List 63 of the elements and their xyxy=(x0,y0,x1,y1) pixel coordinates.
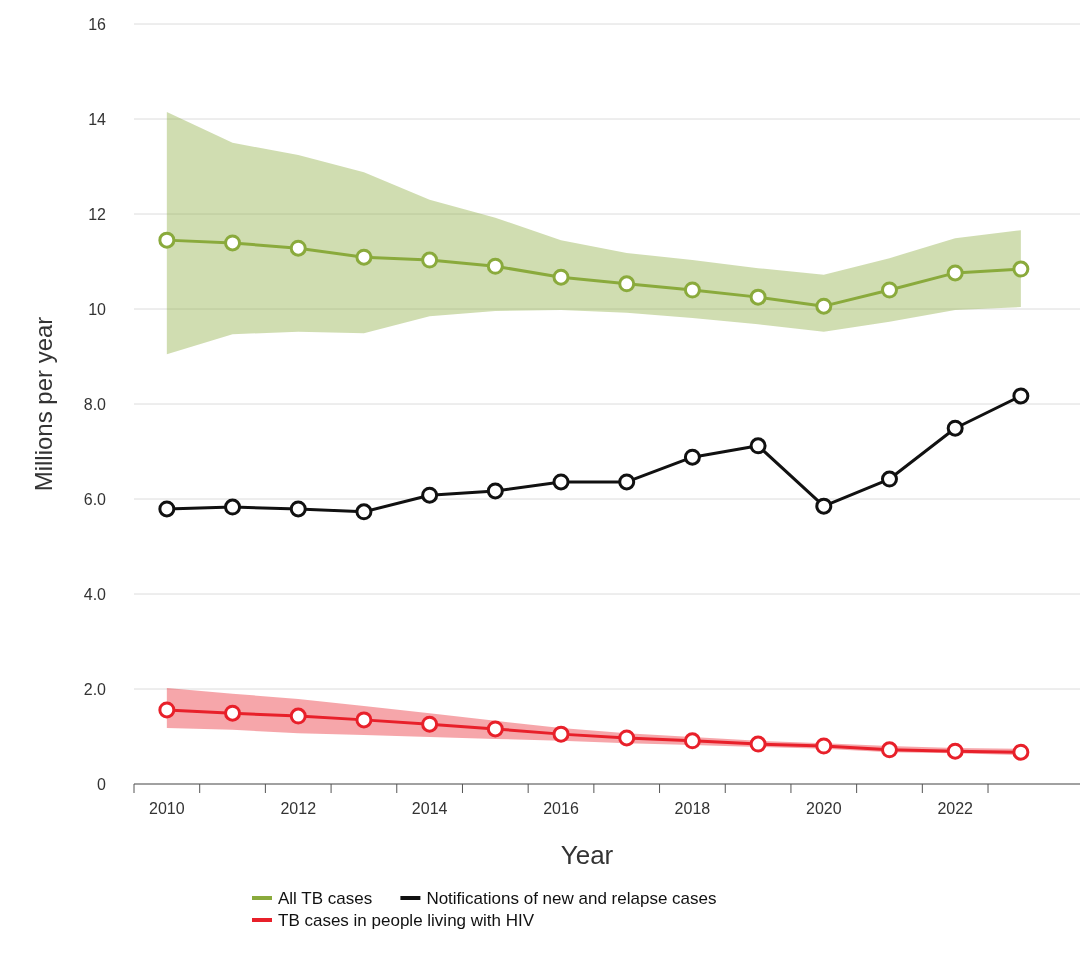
point xyxy=(289,707,307,725)
point xyxy=(158,231,176,249)
y-tick-label: 14 xyxy=(88,111,107,128)
point xyxy=(486,720,504,738)
x-tick-label: 2012 xyxy=(280,800,317,817)
x-tick-label: 2018 xyxy=(674,800,711,817)
point xyxy=(683,448,701,466)
point xyxy=(1012,387,1030,405)
y-tick-label: 10 xyxy=(88,301,107,318)
point xyxy=(289,239,307,257)
point xyxy=(946,264,964,282)
x-tick-label: 2020 xyxy=(805,800,842,817)
point xyxy=(421,251,439,269)
point xyxy=(158,701,176,719)
y-tick-label: 2.0 xyxy=(83,681,107,698)
point xyxy=(749,437,767,455)
y-tick-label: 8.0 xyxy=(83,396,107,413)
y-tick-label: 12 xyxy=(88,206,107,223)
point xyxy=(224,498,242,516)
point xyxy=(1012,260,1030,278)
point xyxy=(815,737,833,755)
point xyxy=(880,281,898,299)
x-axis-title: Year xyxy=(560,840,614,870)
point xyxy=(749,288,767,306)
point xyxy=(355,248,373,266)
point xyxy=(421,486,439,504)
x-tick-label: 2010 xyxy=(149,800,185,817)
point xyxy=(158,500,176,518)
point xyxy=(880,470,898,488)
point xyxy=(355,711,373,729)
legend-label: Notifications of new and relapse cases xyxy=(426,889,717,908)
point xyxy=(880,741,898,759)
point xyxy=(552,473,570,491)
point xyxy=(224,704,242,722)
point xyxy=(618,473,636,491)
point xyxy=(355,503,373,521)
point xyxy=(618,275,636,293)
point xyxy=(1012,743,1030,761)
legend-label: TB cases in people living with HIV xyxy=(278,911,535,930)
point xyxy=(552,268,570,286)
point xyxy=(486,482,504,500)
y-tick-label: 6.0 xyxy=(83,491,107,508)
y-tick-label: 4.0 xyxy=(83,586,107,603)
point xyxy=(815,497,833,515)
x-tick-label: 2016 xyxy=(543,800,579,817)
y-axis-title: Millions per year xyxy=(30,316,57,492)
point xyxy=(946,419,964,437)
point xyxy=(683,732,701,750)
point xyxy=(421,715,439,733)
point xyxy=(749,735,767,753)
y-tick-label: 0 xyxy=(97,776,107,793)
point xyxy=(946,742,964,760)
point xyxy=(683,281,701,299)
point xyxy=(815,297,833,315)
point xyxy=(618,729,636,747)
point xyxy=(224,234,242,252)
point xyxy=(289,500,307,518)
x-tick-label: 2022 xyxy=(937,800,974,817)
legend-label: All TB cases xyxy=(278,889,373,908)
point xyxy=(486,257,504,275)
y-tick-label: 16 xyxy=(88,16,107,33)
point xyxy=(552,725,570,743)
x-tick-label: 2014 xyxy=(411,800,448,817)
